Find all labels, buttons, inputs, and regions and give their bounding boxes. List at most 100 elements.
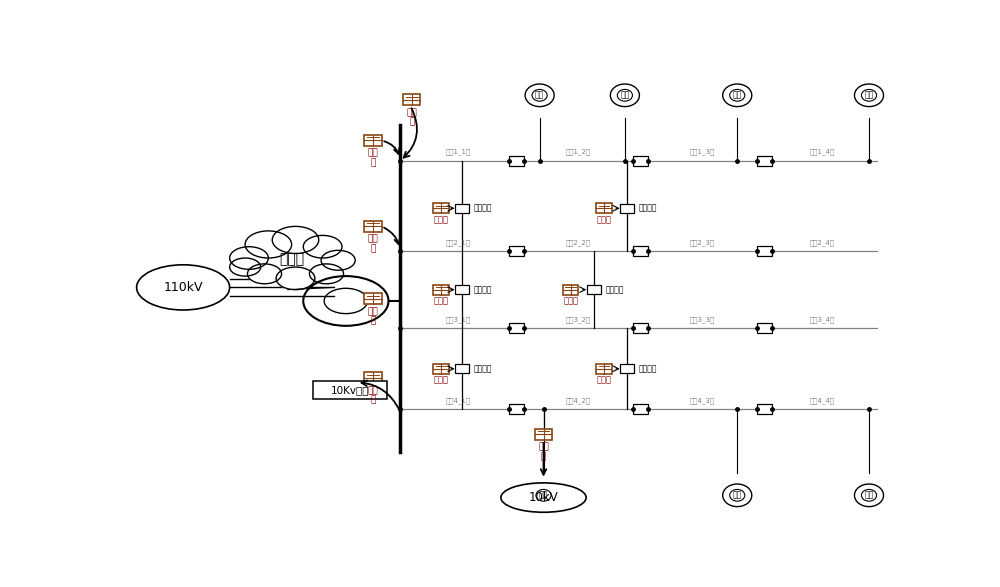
FancyBboxPatch shape [596,203,612,213]
Text: 专变: 专变 [539,491,548,500]
Text: 电能表: 电能表 [434,376,449,384]
Ellipse shape [137,265,230,310]
Text: 专变: 专变 [864,491,874,500]
Text: 电能表: 电能表 [596,376,611,384]
Ellipse shape [730,89,745,101]
Text: 线路2_2段: 线路2_2段 [566,239,591,246]
Circle shape [321,250,355,270]
Text: 公变: 公变 [864,91,874,100]
Text: 电能表: 电能表 [434,215,449,224]
Ellipse shape [536,490,551,501]
FancyBboxPatch shape [364,372,382,383]
FancyBboxPatch shape [757,156,772,166]
Text: 专变: 专变 [733,91,742,100]
FancyBboxPatch shape [403,94,420,106]
Text: 线路1_1段: 线路1_1段 [446,149,471,156]
FancyBboxPatch shape [433,285,449,295]
FancyBboxPatch shape [364,135,382,146]
Text: 110kV: 110kV [163,281,203,294]
Text: 线路1_3段: 线路1_3段 [690,149,715,156]
Circle shape [245,231,292,258]
Circle shape [276,267,315,289]
Text: 电能
表: 电能 表 [538,443,549,461]
FancyBboxPatch shape [633,156,648,166]
Text: 联络开关: 联络开关 [606,285,624,294]
Text: 线路4_4段: 线路4_4段 [810,397,835,404]
Circle shape [230,258,261,276]
FancyBboxPatch shape [633,323,648,333]
FancyBboxPatch shape [620,204,634,213]
FancyBboxPatch shape [620,364,634,373]
Text: 电能
表: 电能 表 [368,235,378,253]
Text: 10Kv母线: 10Kv母线 [330,385,369,395]
Ellipse shape [854,84,884,107]
FancyBboxPatch shape [757,323,772,333]
FancyBboxPatch shape [455,204,469,213]
Text: 线路4_3段: 线路4_3段 [690,397,715,404]
Circle shape [309,264,344,284]
Text: 公变: 公变 [620,91,630,100]
FancyBboxPatch shape [455,285,469,294]
FancyBboxPatch shape [455,364,469,373]
Text: 电能表: 电能表 [596,215,611,224]
Text: 电能
表: 电能 表 [368,149,378,167]
Text: 线路4_1段: 线路4_1段 [446,397,471,404]
Ellipse shape [529,484,558,507]
Text: 联络开关: 联络开关 [474,204,492,213]
FancyBboxPatch shape [364,293,382,304]
Text: 公变: 公变 [535,91,544,100]
Ellipse shape [617,89,632,101]
Text: 联络开关: 联络开关 [474,285,492,294]
Ellipse shape [525,84,554,107]
Text: 联络开关: 联络开关 [474,365,492,373]
FancyBboxPatch shape [509,247,524,256]
Ellipse shape [730,490,745,501]
Text: 线路2_4段: 线路2_4段 [810,239,835,246]
FancyBboxPatch shape [509,404,524,414]
Ellipse shape [861,89,877,101]
Circle shape [272,227,319,254]
Text: 线路3_2段: 线路3_2段 [566,316,591,323]
Ellipse shape [861,490,877,501]
Text: 线路2_1段: 线路2_1段 [446,239,471,246]
Text: 电能
表: 电能 表 [406,108,417,127]
Text: 联络开关: 联络开关 [639,365,657,373]
Text: 线路3_4段: 线路3_4段 [810,316,835,323]
Text: 线路3_3段: 线路3_3段 [690,316,715,323]
Ellipse shape [723,84,752,107]
Text: 电能表: 电能表 [434,296,449,305]
FancyBboxPatch shape [563,285,578,295]
Ellipse shape [501,483,586,512]
FancyBboxPatch shape [633,247,648,256]
FancyBboxPatch shape [364,221,382,232]
Text: 线路2_3段: 线路2_3段 [690,239,715,246]
Text: 变电站: 变电站 [279,252,304,266]
FancyBboxPatch shape [587,285,601,294]
Circle shape [247,264,282,284]
FancyBboxPatch shape [535,429,552,440]
Text: 线路1_4段: 线路1_4段 [810,149,835,156]
Ellipse shape [532,89,547,101]
Text: 电能
表: 电能 表 [368,386,378,404]
Ellipse shape [723,484,752,507]
Text: 联络开关: 联络开关 [639,204,657,213]
FancyBboxPatch shape [433,203,449,213]
FancyBboxPatch shape [433,364,449,374]
Text: 线路3_1段: 线路3_1段 [446,316,471,323]
FancyBboxPatch shape [509,323,524,333]
Circle shape [230,247,268,269]
Text: 公变: 公变 [733,491,742,500]
Text: 电能表: 电能表 [563,296,578,305]
FancyBboxPatch shape [313,381,387,400]
Ellipse shape [610,84,639,107]
Text: 线路4_2段: 线路4_2段 [566,397,591,404]
FancyBboxPatch shape [633,404,648,414]
FancyBboxPatch shape [509,156,524,166]
Ellipse shape [854,484,884,507]
Text: 电能
表: 电能 表 [368,307,378,326]
Text: 线路1_2段: 线路1_2段 [566,149,591,156]
FancyBboxPatch shape [757,247,772,256]
Circle shape [303,235,342,258]
Text: 10kV: 10kV [529,491,558,504]
FancyBboxPatch shape [757,404,772,414]
